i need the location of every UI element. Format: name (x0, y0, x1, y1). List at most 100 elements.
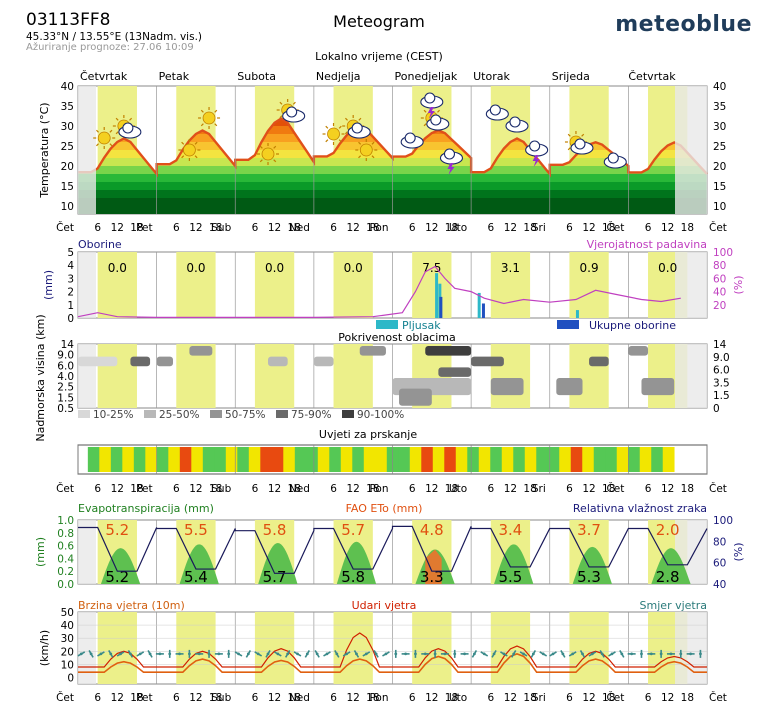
sun-ray-icon (259, 159, 263, 163)
day-tick-label: Sub (211, 692, 231, 704)
sun-ray-icon (109, 129, 113, 133)
hour-tick-label: 6 (252, 222, 259, 234)
cloud-puff-icon (351, 122, 363, 134)
temperature-tick-left: 35 (61, 101, 74, 113)
wind-direction-dot (453, 652, 457, 656)
wind-daylight-band (490, 612, 531, 684)
wind-daylight-band (97, 612, 137, 684)
hour-tick-label: 18 (602, 222, 615, 234)
cloud-puff-icon (509, 116, 521, 128)
hour-tick-label: 18 (681, 222, 694, 234)
wind-direction-dot (571, 652, 575, 656)
wind-direction-dot (178, 652, 181, 656)
sun-icon (182, 143, 196, 157)
sun-ray-icon (194, 155, 198, 159)
meteoblue-logo[interactable]: meteoblue (615, 12, 752, 37)
lightning-icon (427, 107, 435, 119)
wind-direction-dot (355, 652, 358, 656)
spray-block (616, 447, 629, 472)
day-tick-label: Pet (136, 692, 153, 704)
cloud-tick-left: 2.5 (57, 382, 74, 394)
cloud-legend-swatch (342, 410, 354, 418)
hour-tick-label: 12 (347, 692, 360, 704)
sun-icon (97, 131, 111, 145)
wind-direction-dot (414, 652, 417, 656)
sun-icon (202, 111, 216, 125)
probability-tick-right: 40 (713, 287, 726, 299)
wind-direction-dot (286, 652, 290, 656)
day-tick-label: Sub (211, 483, 231, 495)
wind-direction-dot (551, 652, 555, 656)
day-tick-label: Čet (606, 691, 624, 704)
humidity-title: Relativna vlažnost zraka (573, 502, 707, 515)
temperature-tick-left: 40 (61, 81, 74, 93)
spray-block (260, 447, 273, 472)
precipitation-daylight-band (176, 252, 216, 318)
daily-precip-total: 0.9 (580, 261, 599, 275)
day-name-label: Četvrtak (628, 70, 676, 83)
probability-title: Vjerojatnost padavina (587, 238, 707, 251)
total-precip-bar (439, 296, 443, 318)
fao-eto-total: 5.7 (341, 521, 365, 539)
wind-direction-dot (699, 652, 702, 656)
hour-tick-label: 12 (425, 692, 438, 704)
fao-eto-total: 4.8 (420, 521, 444, 539)
temperature-tick-right: 35 (713, 101, 726, 113)
wind-direction-dot (345, 652, 349, 656)
cloud-cover-daylight-band (254, 344, 295, 408)
evapo-past-hatch (78, 520, 96, 584)
wind-direction-dot (187, 652, 191, 656)
humidity-tick-right: 40 (713, 579, 726, 591)
sun-ray-icon (325, 125, 329, 129)
evapo-axis-label: (mm) (34, 537, 47, 567)
sun-ray-icon (109, 143, 113, 147)
hour-tick-label: 12 (582, 692, 595, 704)
cloud-tick-left: 4.0 (57, 371, 74, 383)
cloud-puff-icon (489, 104, 501, 116)
wind-direction-dot (600, 652, 604, 656)
cloud-cover-patch (189, 346, 213, 356)
fao-eto-total: 5.5 (184, 521, 208, 539)
fao-eto-total: 2.0 (656, 521, 680, 539)
evapo-area (651, 548, 691, 584)
coordinates: 45.33°N / 13.55°E (13Nadm. vis.) (26, 31, 203, 43)
cloud-legend-swatch (210, 410, 222, 418)
cloud-cover-patch (641, 378, 675, 396)
total-legend-swatch (557, 320, 579, 329)
wind-direction-dot (590, 652, 594, 656)
hour-tick-label: 18 (523, 222, 536, 234)
wind-direction-dot (364, 652, 368, 656)
wind-direction-dot (217, 652, 221, 656)
cloud-legend-label: 25-50% (159, 409, 200, 421)
wind-speed-title: Brzina vjetra (10m) (78, 599, 185, 612)
wind-direction-dot (99, 652, 103, 656)
sun-ray-icon (437, 109, 441, 113)
wind-direction-dot (237, 652, 240, 656)
daily-precip-total: 0.0 (186, 261, 205, 275)
hour-tick-label: 12 (268, 483, 281, 495)
wind-tick-left: 10 (61, 659, 74, 671)
spray-block (122, 447, 135, 472)
day-name-label: Ponedjeljak (395, 70, 458, 83)
precipitation-daylight-band (333, 252, 373, 318)
day-tick-label: Ned (289, 692, 310, 704)
day-tick-label: Čet (709, 482, 727, 495)
spray-block (110, 447, 123, 472)
spray-block (536, 447, 549, 472)
wind-direction-dot (266, 652, 270, 656)
shower-bar (435, 273, 439, 318)
hour-tick-label: 6 (566, 483, 573, 495)
precipitation-daylight-band (254, 252, 295, 318)
spray-block (605, 447, 618, 472)
wind-direction-dot (404, 652, 408, 656)
day-tick-label: Pet (136, 483, 153, 495)
temperature-tick-right: 10 (713, 201, 726, 213)
wind-direction-dot (325, 652, 329, 656)
total-precip-bar (481, 303, 485, 318)
hour-tick-label: 6 (330, 483, 337, 495)
hour-tick-label: 6 (94, 483, 101, 495)
sun-ray-icon (279, 115, 283, 119)
wind-direction-dot (256, 652, 260, 656)
sun-ray-icon (129, 117, 133, 121)
cloud-tick-right: 1.5 (713, 390, 730, 402)
